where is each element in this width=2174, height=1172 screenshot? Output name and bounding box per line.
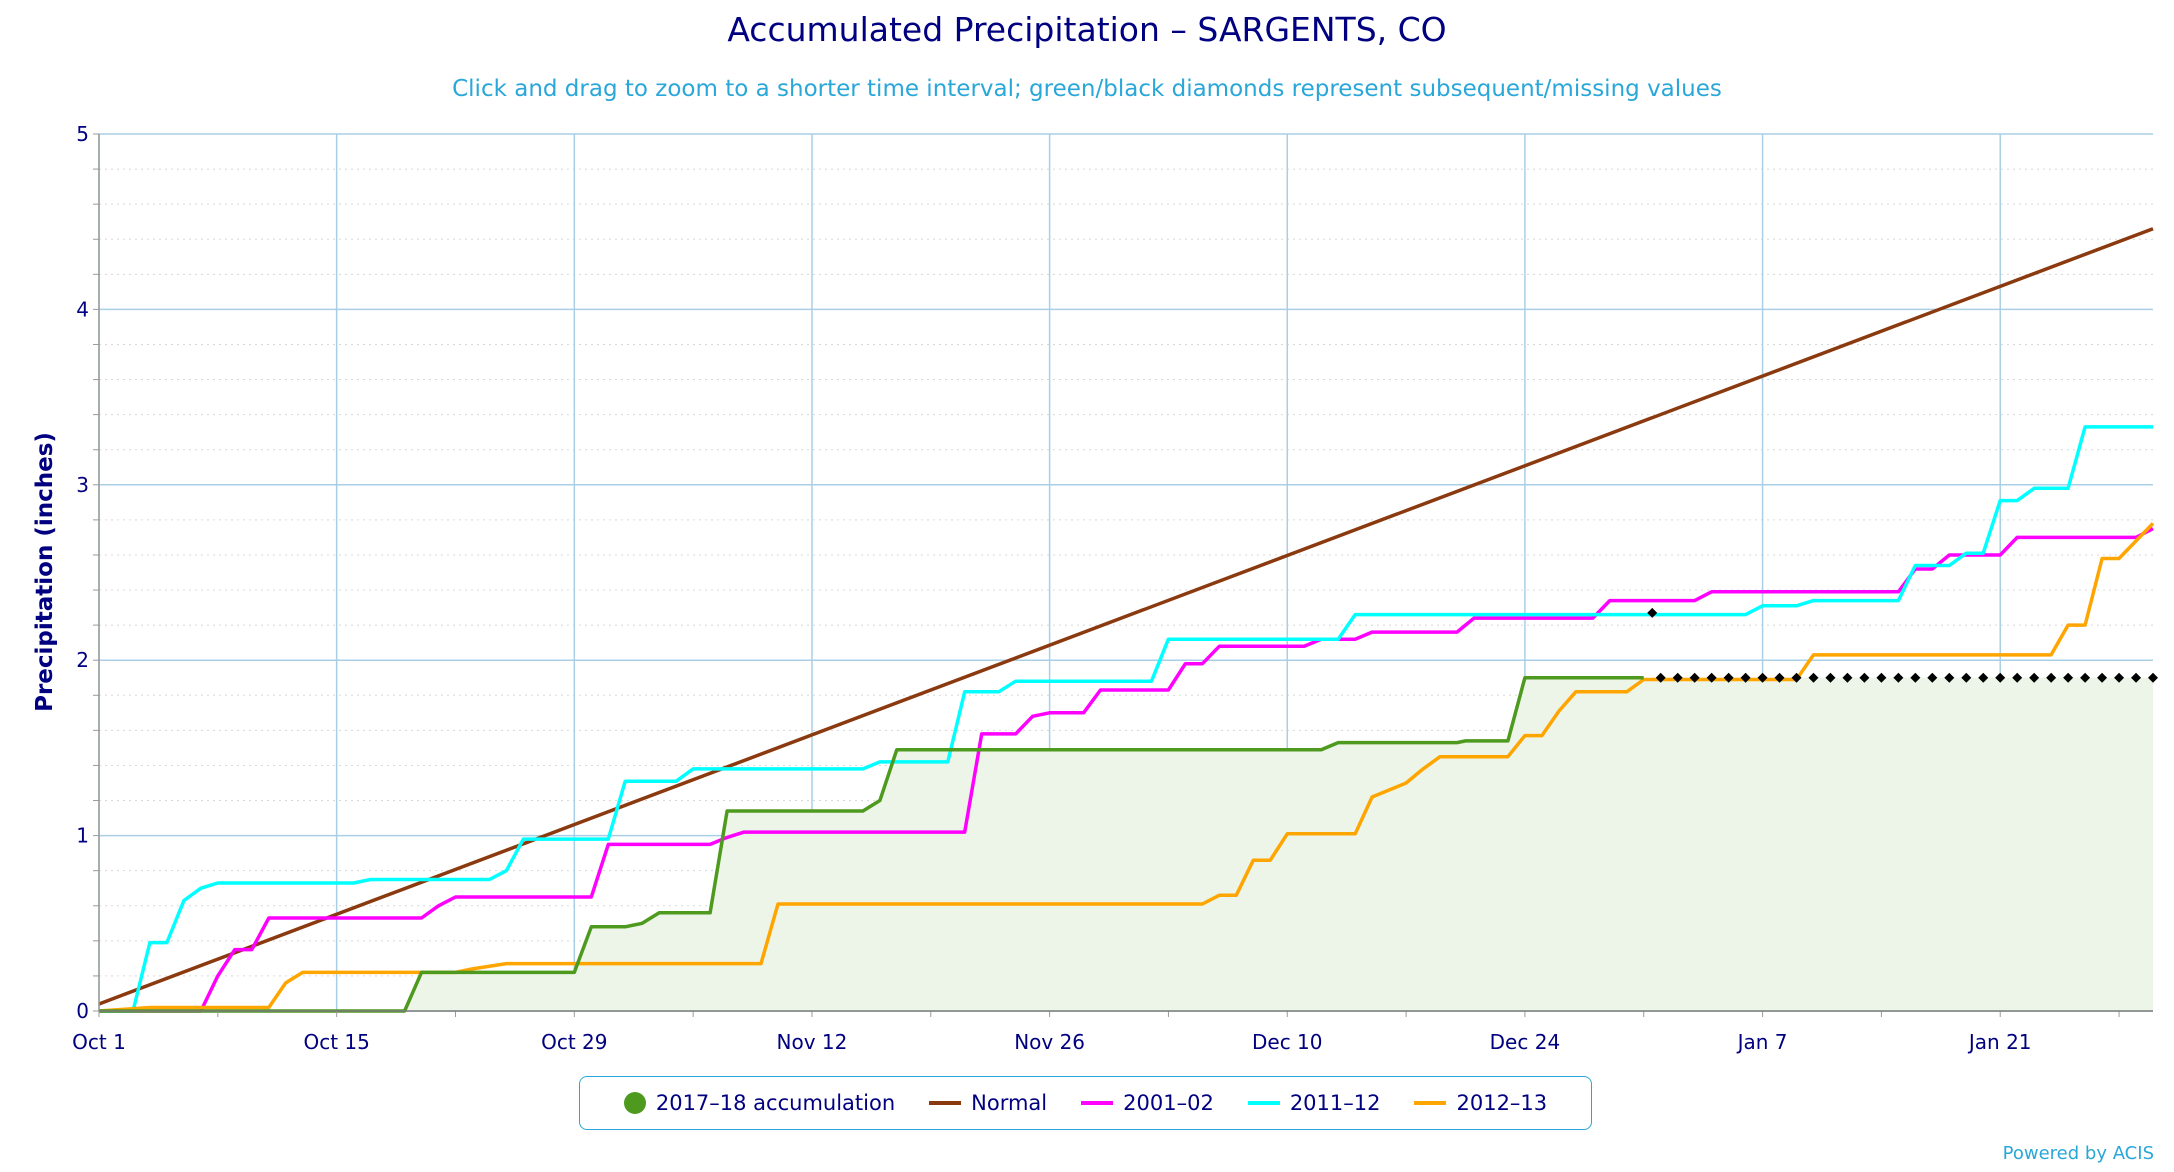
x-tick-label: Oct 1 <box>72 1030 126 1054</box>
missing-value-marker[interactable] <box>1995 672 2006 683</box>
missing-value-marker[interactable] <box>1808 672 1819 683</box>
legend-dot-icon <box>623 1092 646 1114</box>
missing-value-marker[interactable] <box>1842 672 1853 683</box>
y-tick-label: 3 <box>76 473 89 497</box>
missing-value-marker[interactable] <box>2046 672 2057 683</box>
missing-value-marker[interactable] <box>2029 672 2040 683</box>
missing-value-marker[interactable] <box>1978 672 1989 683</box>
missing-value-marker[interactable] <box>1706 672 1717 683</box>
missing-value-marker[interactable] <box>2114 672 2125 683</box>
missing-value-marker[interactable] <box>1774 672 1785 683</box>
missing-value-marker[interactable] <box>1859 672 1870 683</box>
missing-value-marker[interactable] <box>1910 672 1921 683</box>
missing-value-marker[interactable] <box>2148 672 2158 683</box>
missing-value-marker[interactable] <box>1825 672 1836 683</box>
y-tick-label: 0 <box>76 999 89 1023</box>
legend-label: 2012–13 <box>1456 1091 1548 1115</box>
missing-value-marker[interactable] <box>1791 672 1802 683</box>
missing-value-marker[interactable] <box>1876 672 1887 683</box>
x-tick-label: Oct 29 <box>541 1030 607 1054</box>
chart-subtitle: Click and drag to zoom to a shorter time… <box>452 76 1722 102</box>
missing-value-marker[interactable] <box>2063 672 2074 683</box>
legend-label: Normal <box>971 1091 1048 1115</box>
legend: 2017–18 accumulation Normal 2001–02 2011… <box>579 1076 1592 1130</box>
legend-line-icon <box>1414 1101 1447 1105</box>
credit-link[interactable]: Powered by ACIS <box>2002 1143 2154 1164</box>
y-axis-label: Precipitation (inches) <box>32 432 58 712</box>
series-line-2011-12[interactable] <box>99 425 2153 1013</box>
missing-value-marker[interactable] <box>1757 672 1768 683</box>
legend-line-icon <box>929 1101 962 1105</box>
legend-line-icon <box>1247 1101 1280 1105</box>
axis-layer: 0 1 2 3 4 5 Oct 1 Oct 15 Oct 29 Nov 12 Nov 26 Dec 1… <box>72 122 2153 1054</box>
series-line-2012-13[interactable] <box>98 522 2155 1013</box>
missing-value-marker[interactable] <box>1672 672 1683 683</box>
marker-layer <box>1647 607 2158 683</box>
missing-value-marker[interactable] <box>1893 672 1904 683</box>
missing-value-marker[interactable] <box>1961 672 1972 683</box>
missing-value-marker[interactable] <box>1689 672 1700 683</box>
series-line-2001-02[interactable] <box>99 527 2154 1013</box>
x-tick-label: Jan 7 <box>1736 1030 1788 1054</box>
missing-value-marker[interactable] <box>2097 672 2108 683</box>
chart-title: Accumulated Precipitation – SARGENTS, CO <box>727 10 1447 49</box>
missing-value-marker[interactable] <box>1655 672 1666 683</box>
y-tick-label: 2 <box>76 648 89 672</box>
legend-label: 2017–18 accumulation <box>655 1091 896 1115</box>
missing-value-marker[interactable] <box>1740 672 1751 683</box>
missing-value-marker[interactable] <box>2012 672 2023 683</box>
legend-line-icon <box>1081 1101 1114 1105</box>
missing-value-marker[interactable] <box>2131 672 2142 683</box>
x-tick-label: Oct 15 <box>303 1030 369 1054</box>
legend-item-2012-13[interactable]: 2012–13 <box>1414 1091 1547 1115</box>
y-tick-label: 1 <box>76 824 89 848</box>
subsequent-value-marker[interactable] <box>1647 607 1658 618</box>
series-line-normal[interactable] <box>98 227 2154 1006</box>
legend-label: 2001–02 <box>1123 1091 1214 1115</box>
missing-value-marker[interactable] <box>2080 672 2091 683</box>
missing-value-marker[interactable] <box>1927 672 1938 683</box>
series-layer <box>98 227 2155 1013</box>
y-tick-label: 5 <box>76 122 89 146</box>
legend-item-2001-02[interactable]: 2001–02 <box>1081 1091 1214 1115</box>
legend-item-2017-18[interactable]: 2017–18 accumulation <box>623 1091 896 1115</box>
x-tick-label: Nov 26 <box>1014 1030 1085 1054</box>
x-tick-label: Jan 21 <box>1967 1030 2032 1054</box>
x-tick-label: Dec 10 <box>1252 1030 1323 1054</box>
missing-value-marker[interactable] <box>1944 672 1955 683</box>
y-tick-label: 4 <box>76 297 89 321</box>
legend-item-normal[interactable]: Normal <box>929 1091 1047 1115</box>
series-area-2017-18 <box>99 677 2153 1011</box>
x-tick-label: Nov 12 <box>777 1030 848 1054</box>
area-layer <box>99 677 2153 1011</box>
series-line-2017-18[interactable] <box>99 675 1644 1013</box>
legend-item-2011-12[interactable]: 2011–12 <box>1247 1091 1381 1115</box>
legend-label: 2011–12 <box>1289 1091 1381 1115</box>
missing-value-marker[interactable] <box>1723 672 1734 683</box>
x-tick-label: Dec 24 <box>1490 1030 1561 1054</box>
